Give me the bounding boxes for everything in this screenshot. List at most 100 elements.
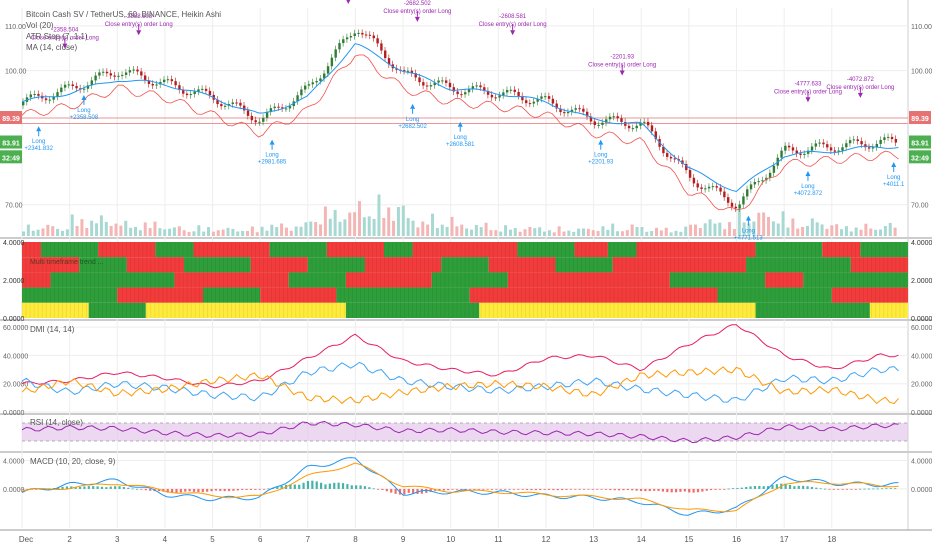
long-signal-amount: +2608.581 [446, 142, 475, 148]
heatmap-cell [755, 242, 823, 258]
candle-body [372, 35, 375, 39]
price-badge-label: 32:49 [911, 155, 929, 162]
price-tick-right: 100.00 [911, 69, 932, 76]
macd-histogram-bar [815, 487, 818, 489]
dmi-tick-left: 20.0000 [3, 382, 28, 389]
volume-bar [231, 228, 235, 236]
long-signal-label: Long [265, 153, 278, 159]
candle-body [364, 34, 368, 36]
candle-body [384, 50, 387, 59]
macd-histogram-bar [442, 488, 445, 491]
price-badge [909, 135, 931, 149]
candle-body [894, 138, 898, 143]
long-signal-label: Long [594, 153, 607, 159]
candle-body [201, 88, 204, 90]
macd-histogram-bar [723, 488, 726, 490]
candle-body [300, 89, 303, 96]
candle-body [719, 187, 722, 192]
long-signal-arrow [269, 139, 275, 145]
volume-bar [440, 224, 444, 236]
candle-body [178, 85, 181, 90]
macd-histogram-bar [859, 488, 862, 490]
volume-bar [22, 231, 25, 236]
candle-body [75, 86, 78, 89]
dmi-plus-line [21, 361, 899, 403]
candle-body [467, 88, 471, 93]
candle-body [44, 98, 48, 101]
x-tick-label: 11 [494, 535, 503, 544]
candle-body [490, 94, 494, 98]
macd-histogram-bar [644, 488, 647, 492]
close-signal-amount: -4072.872 [847, 77, 875, 83]
heatmap-cell [88, 302, 146, 318]
macd-histogram-bar [525, 488, 529, 490]
volume-bar [616, 231, 620, 236]
candle-body [635, 125, 638, 129]
volume-bar [849, 231, 853, 236]
candle-body [124, 72, 128, 75]
volume-bar [99, 215, 103, 236]
candle-body [98, 72, 101, 76]
candle-body [345, 37, 349, 40]
macd-histogram-bar [552, 488, 555, 491]
candle-body [486, 90, 490, 95]
close-signal-amount: -2682.502 [404, 1, 432, 7]
volume-bar [606, 229, 610, 236]
heatmap-cell [155, 242, 194, 258]
price-badge-label: 83.91 [911, 141, 929, 148]
candle-body [711, 186, 715, 188]
macd-signal-line [21, 462, 899, 513]
volume-bar [825, 228, 829, 236]
macd-histogram-bar [793, 486, 796, 489]
heatmap-cell [746, 257, 851, 273]
close-signal-arrow [857, 92, 863, 98]
macd-histogram-bar [363, 486, 367, 489]
long-signal-amount: +4011.1 [883, 182, 905, 188]
candle-body [433, 82, 436, 86]
macd-histogram-bar [622, 488, 625, 491]
close-signal-arrow [346, 0, 351, 4]
candle-body [791, 147, 795, 151]
x-tick-label: 12 [542, 535, 551, 544]
candle-body [151, 83, 154, 86]
candle-body [147, 80, 151, 84]
macd-histogram-bar [197, 488, 200, 493]
volume-bar [869, 228, 873, 236]
volume-bar [723, 229, 727, 236]
candle-body [117, 75, 120, 77]
x-tick-label: 3 [115, 535, 120, 544]
candle-body [807, 150, 810, 154]
macd-histogram-bar [201, 488, 204, 493]
candle-body [688, 170, 692, 178]
macd-histogram-bar [784, 483, 787, 489]
volume-bar [460, 224, 464, 236]
heatmap-cell [831, 287, 908, 303]
macd-histogram-bar [863, 488, 866, 490]
volume-bar [469, 229, 473, 236]
x-tick-label: 6 [258, 535, 263, 544]
volume-bar [752, 221, 756, 236]
candle-body [182, 89, 185, 94]
macd-histogram-bar [114, 486, 117, 489]
volume-bar [90, 220, 94, 236]
volume-bar [781, 211, 785, 236]
candle-body [368, 34, 372, 36]
candle-body [387, 58, 391, 65]
candle-body [517, 91, 520, 96]
volume-bar [401, 205, 405, 236]
candle-body [410, 70, 414, 74]
candle-body [605, 119, 608, 123]
candle-body [422, 82, 425, 86]
volume-bar [104, 221, 108, 236]
macd-histogram-bar [837, 488, 840, 490]
candle-body [544, 96, 547, 98]
volume-bar [51, 226, 55, 236]
macd-histogram-bar [376, 488, 380, 490]
heatmap-cell [669, 272, 766, 288]
candle-body [494, 97, 497, 99]
volume-bar [635, 227, 639, 236]
macd-histogram-bar [223, 488, 226, 492]
volume-bar [143, 222, 147, 236]
heatmap-tick-right: 2.0000 [911, 278, 932, 285]
